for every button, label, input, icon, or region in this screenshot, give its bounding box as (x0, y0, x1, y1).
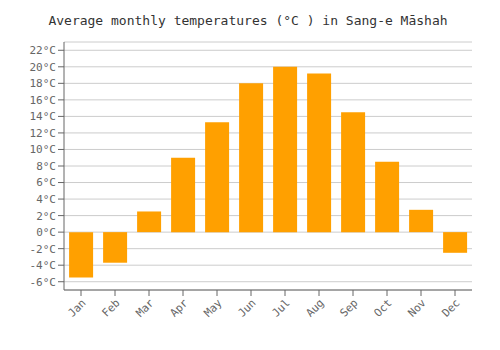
svg-text:4°C: 4°C (36, 193, 56, 206)
svg-text:22°C: 22°C (30, 44, 57, 57)
svg-text:Jun: Jun (235, 296, 258, 319)
svg-text:-4°C: -4°C (30, 259, 57, 272)
svg-text:-2°C: -2°C (30, 243, 57, 256)
svg-text:Feb: Feb (99, 296, 122, 319)
svg-text:20°C: 20°C (30, 61, 57, 74)
svg-text:Nov: Nov (405, 296, 429, 320)
svg-text:8°C: 8°C (36, 160, 56, 173)
svg-text:0°C: 0°C (36, 226, 56, 239)
svg-text:Oct: Oct (371, 296, 394, 319)
svg-text:2°C: 2°C (36, 210, 56, 223)
svg-text:18°C: 18°C (30, 77, 57, 90)
svg-text:Apr: Apr (167, 296, 191, 320)
svg-text:Jan: Jan (65, 296, 88, 319)
svg-text:12°C: 12°C (30, 127, 57, 140)
svg-text:-6°C: -6°C (30, 276, 57, 289)
svg-text:Dec: Dec (439, 296, 462, 319)
svg-text:Sep: Sep (337, 296, 360, 319)
svg-text:Jul: Jul (269, 296, 292, 319)
html-text:Average monthly temperatures (: Average monthly temperatures (°C ) in Sa… (48, 13, 448, 28)
svg-text:10°C: 10°C (30, 143, 57, 156)
svg-text:May: May (201, 296, 225, 320)
svg-text:16°C: 16°C (30, 94, 57, 107)
svg-text:Aug: Aug (303, 296, 326, 319)
svg-text:14°C: 14°C (30, 110, 57, 123)
svg-text:6°C: 6°C (36, 176, 56, 189)
svg-text:Mar: Mar (133, 296, 157, 320)
